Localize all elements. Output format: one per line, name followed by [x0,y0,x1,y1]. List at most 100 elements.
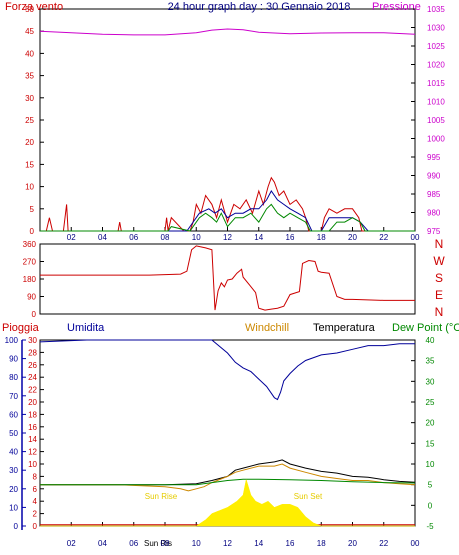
humidity-tick-label: 70 [9,392,18,401]
wind-xtick-label: 20 [348,233,357,242]
wind-xtick-label: 10 [192,233,201,242]
wind-speed-tick-label: 20 [25,138,34,147]
rain-tick-label: 16 [28,423,37,432]
rain-tick-label: 28 [28,348,37,357]
wind-direction-line [40,245,415,311]
wind-gust-line [40,176,415,232]
dewpoint-line [40,478,416,486]
wind-xtick-label: 02 [67,233,76,242]
humidity-tick-label: 60 [9,410,18,419]
wind-speed-tick-label: 35 [25,72,34,81]
temperature-tick-label: 15 [426,439,435,448]
temperature-tick-label: 0 [428,501,433,510]
rain-label: Pioggia [2,322,40,334]
wind-speed-tick-label: 15 [25,160,34,169]
wind-speed-tick-label: 40 [25,49,34,58]
rain-tick-label: 4 [33,497,38,506]
wind-speed-tick-label: 45 [25,27,34,36]
temperature-tick-label: -5 [426,522,434,531]
temperature-tick-label: 20 [426,419,435,428]
wind-speed-label: Forza vento [5,1,63,13]
wind-xtick-label: 00 [411,233,420,242]
temperature-tick-label: 35 [426,357,435,366]
rain-tick-label: 20 [28,398,37,407]
pressure-tick-label: 1000 [427,135,445,144]
direction-tick-label: 90 [27,293,36,302]
wind-xtick-label: 16 [286,233,295,242]
solar-area [40,479,415,527]
pressure-tick-label: 1025 [427,42,445,51]
temperature-label: Temperatura [313,322,376,334]
temperature-xtick-label: 16 [286,539,295,548]
temperature-xtick-label: 06 [129,539,138,548]
temperature-xtick-label: 00 [411,539,420,548]
pressure-tick-label: 975 [427,227,441,236]
wind-speed-tick-label: 50 [25,5,34,14]
humidity-label: Umidita [67,322,105,334]
windchill-line [40,463,416,492]
windchill-label: Windchill [245,322,289,334]
direction-tick-label: 270 [23,258,37,267]
humidity-tick-label: 30 [9,466,18,475]
rain-tick-label: 30 [28,336,37,345]
rain-tick-label: 14 [28,435,37,444]
temperature-xtick-label: 02 [67,539,76,548]
dewpoint-label: Dew Point (°C [392,322,459,334]
pressure-line [39,28,416,36]
pressure-tick-label: 1030 [427,24,445,33]
humidity-tick-label: 100 [5,336,19,345]
humidity-tick-label: 90 [9,355,18,364]
wind-speed-tick-label: 5 [30,205,35,214]
rain-tick-label: 22 [28,386,37,395]
temperature-tick-label: 25 [426,398,435,407]
rain-tick-label: 0 [33,522,38,531]
pressure-tick-label: 1020 [427,61,445,70]
pressure-tick-label: 1010 [427,98,445,107]
wind-xtick-label: 18 [317,233,326,242]
humidity-tick-label: 80 [9,373,18,382]
temperature-tick-label: 30 [426,377,435,386]
wind-xtick-label: 04 [98,233,107,242]
temperature-xtick-label: 08 [161,539,170,548]
pressure-label: Pressione [372,1,421,13]
next-sunrise-label: Sun Ris [144,539,172,548]
temperature-xtick-label: 14 [254,539,263,548]
wind-xtick-label: 14 [254,233,263,242]
pressure-tick-label: 1005 [427,116,445,125]
compass-label: S [435,271,443,285]
pressure-tick-label: 985 [427,190,441,199]
rain-tick-label: 24 [28,373,37,382]
temperature-xtick-label: 10 [192,539,201,548]
pressure-tick-label: 1015 [427,79,445,88]
wind-speed-tick-label: 25 [25,116,34,125]
wind-speed-tick-label: 10 [25,183,34,192]
rain-tick-label: 6 [33,485,38,494]
humidity-line [39,339,415,401]
pressure-tick-label: 980 [427,209,441,218]
rain-tick-label: 26 [28,361,37,370]
temperature-line [40,459,416,486]
direction-tick-label: 360 [23,240,37,249]
humidity-tick-label: 10 [9,503,18,512]
wind-xtick-label: 08 [161,233,170,242]
pressure-tick-label: 990 [427,172,441,181]
humidity-tick-label: 0 [14,522,19,531]
temperature-humidity-plot-area [39,339,416,527]
rain-tick-label: 10 [28,460,37,469]
compass-label: N [435,237,444,251]
rain-tick-label: 12 [28,448,37,457]
temperature-xtick-label: 20 [348,539,357,548]
humidity-tick-label: 40 [9,448,18,457]
compass-label: W [433,254,445,268]
humidity-tick-label: 50 [9,429,18,438]
wind-pressure-plot-area [39,8,416,232]
compass-label: E [435,288,443,302]
wind-avg-line [40,190,415,232]
wind-speed-line [40,203,415,232]
temperature-tick-label: 10 [426,460,435,469]
temperature-xtick-label: 12 [223,539,232,548]
wind-xtick-label: 06 [129,233,138,242]
chart-title: 24 hour graph day : 30 Gennaio 2018 [168,1,351,13]
sunset-label: Sun Set [294,492,323,501]
